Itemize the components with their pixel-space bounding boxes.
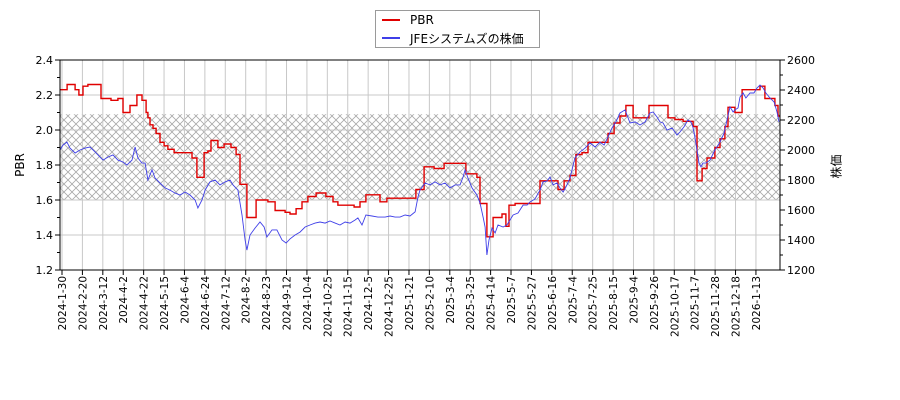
x-tick-label: 2024-5-15 <box>159 276 171 330</box>
legend-swatch-stock-price <box>382 37 400 39</box>
x-tick-label: 2025-2-10 <box>424 276 436 330</box>
x-tick-label: 2025-11-7 <box>690 276 702 330</box>
x-tick-label: 2024-10-4 <box>302 276 314 331</box>
x-tick-label: 2024-8-23 <box>261 276 273 330</box>
left-tick-label: 1.8 <box>36 159 54 172</box>
x-tick-label: 2025-5-27 <box>526 276 538 330</box>
right-tick-label: 2400 <box>787 84 815 97</box>
x-tick-label: 2025-8-15 <box>608 276 620 330</box>
legend-item-pbr: PBR <box>382 12 434 28</box>
x-tick-label: 2026-1-13 <box>751 276 763 330</box>
x-tick-label: 2025-7-25 <box>588 276 600 330</box>
x-tick-label: 2024-12-5 <box>363 276 375 330</box>
x-tick-label: 2025-11-28 <box>710 276 722 337</box>
left-tick-label: 1.2 <box>36 264 54 277</box>
left-tick-label: 2.0 <box>36 124 54 137</box>
right-tick-label: 2200 <box>787 114 815 127</box>
left-tick-label: 1.6 <box>36 194 54 207</box>
x-tick-label: 2025-12-18 <box>731 276 743 337</box>
right-tick-label: 2000 <box>787 144 815 157</box>
x-tick-label: 2025-3-25 <box>465 276 477 330</box>
legend: PBR JFEシステムズの株価 <box>375 10 540 48</box>
right-tick-label: 1600 <box>787 204 815 217</box>
gridlines <box>60 59 780 271</box>
x-tick-label: 2024-2-20 <box>77 276 89 330</box>
x-tick-label: 2024-7-12 <box>220 276 232 330</box>
x-tick-label: 2025-7-4 <box>567 276 579 324</box>
x-tick-label: 2025-4-14 <box>486 276 498 331</box>
stock-price-line <box>60 84 780 256</box>
x-tick-label: 2024-12-25 <box>384 276 396 337</box>
axis-ticks: 1.2 1.4 1.6 1.8 2.0 2.2 2.4 1200 1400 1600 1800 200… <box>36 54 816 337</box>
right-tick-label: 1800 <box>787 174 815 187</box>
x-tick-label: 2025-5-7 <box>506 276 518 324</box>
right-axis-title: 株価 <box>829 154 844 179</box>
x-tick-label: 2025-9-26 <box>649 276 661 331</box>
x-tick-label: 2024-9-12 <box>282 276 294 330</box>
legend-label-stock-price: JFEシステムズの株価 <box>410 31 524 46</box>
x-tick-label: 2024-3-12 <box>98 276 110 330</box>
x-tick-label: 2025-10-17 <box>669 276 681 337</box>
x-tick-label: 2025-9-4 <box>628 276 640 324</box>
x-tick-label: 2025-3-4 <box>445 276 457 324</box>
left-axis-title: PBR <box>12 153 27 177</box>
shaded-band <box>60 114 780 200</box>
left-tick-label: 1.4 <box>36 229 54 242</box>
x-tick-label: 2024-6-4 <box>179 276 191 324</box>
legend-swatch-pbr <box>382 19 400 21</box>
x-tick-label: 2024-11-15 <box>343 276 355 337</box>
x-tick-label: 2025-6-16 <box>547 276 559 331</box>
pbr-line <box>60 83 780 238</box>
left-tick-label: 2.2 <box>36 89 54 102</box>
hatched-band <box>60 114 780 200</box>
right-tick-label: 1400 <box>787 234 815 247</box>
right-tick-label: 1200 <box>787 264 815 277</box>
x-tick-label: 2024-4-2 <box>118 276 130 324</box>
x-tick-label: 2024-6-24 <box>200 276 212 331</box>
legend-item-stock-price: JFEシステムズの株価 <box>382 30 524 46</box>
x-tick-label: 2024-10-25 <box>322 276 334 337</box>
right-tick-label: 2600 <box>787 54 815 67</box>
x-tick-label: 2024-4-22 <box>139 276 151 330</box>
series-lines <box>60 83 780 256</box>
legend-label-pbr: PBR <box>410 13 434 27</box>
x-tick-label: 2025-1-21 <box>404 276 416 330</box>
left-tick-label: 2.4 <box>36 54 54 67</box>
x-tick-label: 2024-1-30 <box>57 276 69 330</box>
x-tick-label: 2024-8-2 <box>241 276 253 324</box>
